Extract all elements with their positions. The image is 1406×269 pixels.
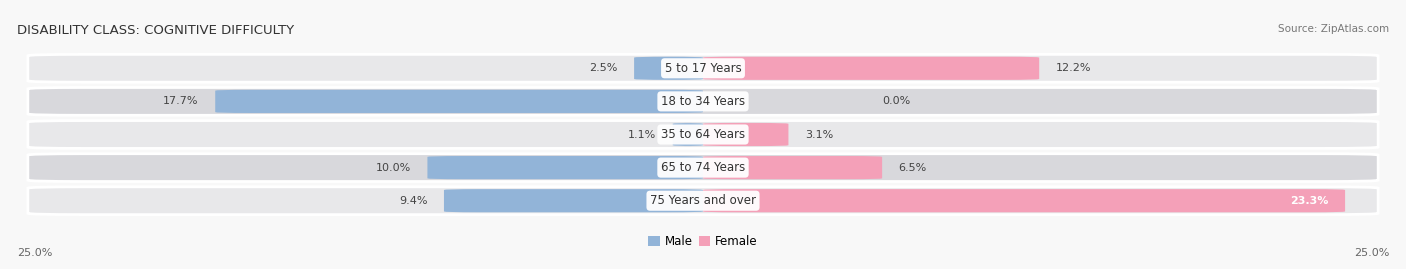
FancyBboxPatch shape — [703, 156, 882, 179]
Text: 18 to 34 Years: 18 to 34 Years — [661, 95, 745, 108]
Text: DISABILITY CLASS: COGNITIVE DIFFICULTY: DISABILITY CLASS: COGNITIVE DIFFICULTY — [17, 24, 294, 37]
Text: 23.3%: 23.3% — [1291, 196, 1329, 206]
Text: 6.5%: 6.5% — [898, 162, 927, 173]
FancyBboxPatch shape — [444, 189, 703, 212]
Text: 75 Years and over: 75 Years and over — [650, 194, 756, 207]
FancyBboxPatch shape — [703, 123, 789, 146]
FancyBboxPatch shape — [669, 123, 707, 146]
Text: 9.4%: 9.4% — [399, 196, 427, 206]
Text: 35 to 64 Years: 35 to 64 Years — [661, 128, 745, 141]
Text: Source: ZipAtlas.com: Source: ZipAtlas.com — [1278, 24, 1389, 34]
Text: 12.2%: 12.2% — [1056, 63, 1091, 73]
FancyBboxPatch shape — [28, 121, 1378, 148]
FancyBboxPatch shape — [634, 57, 703, 80]
Text: 5 to 17 Years: 5 to 17 Years — [665, 62, 741, 75]
Text: 0.0%: 0.0% — [882, 96, 910, 107]
Text: 2.5%: 2.5% — [589, 63, 617, 73]
Legend: Male, Female: Male, Female — [644, 230, 762, 253]
FancyBboxPatch shape — [215, 90, 703, 113]
Text: 1.1%: 1.1% — [628, 129, 657, 140]
Text: 25.0%: 25.0% — [1354, 248, 1389, 258]
Text: 10.0%: 10.0% — [375, 162, 411, 173]
FancyBboxPatch shape — [28, 187, 1378, 215]
FancyBboxPatch shape — [427, 156, 703, 179]
FancyBboxPatch shape — [703, 57, 1039, 80]
Text: 65 to 74 Years: 65 to 74 Years — [661, 161, 745, 174]
Text: 25.0%: 25.0% — [17, 248, 52, 258]
Text: 3.1%: 3.1% — [806, 129, 834, 140]
FancyBboxPatch shape — [28, 54, 1378, 82]
FancyBboxPatch shape — [28, 87, 1378, 115]
FancyBboxPatch shape — [703, 189, 1346, 212]
Text: 17.7%: 17.7% — [163, 96, 198, 107]
FancyBboxPatch shape — [28, 154, 1378, 182]
